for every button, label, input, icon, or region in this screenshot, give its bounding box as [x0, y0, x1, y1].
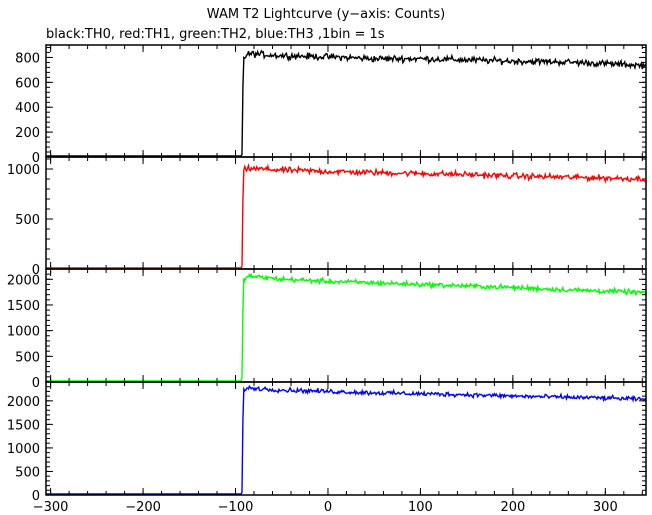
y-tick-label: 0 [32, 263, 40, 278]
x-tick-label: 100 [408, 500, 433, 515]
y-tick-label: 500 [15, 465, 40, 480]
x-tick-label: −300 [33, 500, 69, 515]
panel-frame-2 [45, 156, 647, 270]
y-tick-label: 800 [15, 51, 40, 66]
y-tick-label: 1000 [7, 442, 40, 457]
y-tick-label: 1000 [7, 325, 40, 340]
y-tick-label: 500 [15, 350, 40, 365]
panel-frame-4 [45, 381, 647, 496]
y-tick-label: 200 [15, 126, 40, 141]
y-tick-label: 1500 [7, 418, 40, 433]
chart-title: WAM T2 Lightcurve (y−axis: Counts) [206, 7, 446, 22]
series-line-th0 [46, 49, 647, 157]
x-tick-label: 300 [593, 500, 618, 515]
y-tick-label: 0 [32, 376, 40, 391]
x-tick-label: −200 [125, 500, 161, 515]
x-tick-label: 0 [324, 500, 332, 515]
y-tick-label: 1000 [7, 163, 40, 178]
y-tick-label: 600 [15, 76, 40, 91]
y-tick-label: 0 [32, 151, 40, 166]
y-tick-label: 0 [32, 489, 40, 504]
y-tick-label: 400 [15, 101, 40, 116]
chart-subtitle: black:TH0, red:TH1, green:TH2, blue:TH3 … [46, 27, 385, 42]
y-tick-label: 2000 [7, 395, 40, 410]
y-tick-label: 2000 [7, 273, 40, 288]
y-tick-label: 500 [15, 213, 40, 228]
panel-frame-3 [45, 268, 647, 383]
x-tick-label: 200 [500, 500, 525, 515]
y-tick-label: 1500 [7, 299, 40, 314]
series-line-th2 [46, 272, 647, 382]
x-tick-label: −100 [218, 500, 254, 515]
series-line-th3 [46, 384, 647, 495]
series-line-th1 [46, 162, 647, 269]
